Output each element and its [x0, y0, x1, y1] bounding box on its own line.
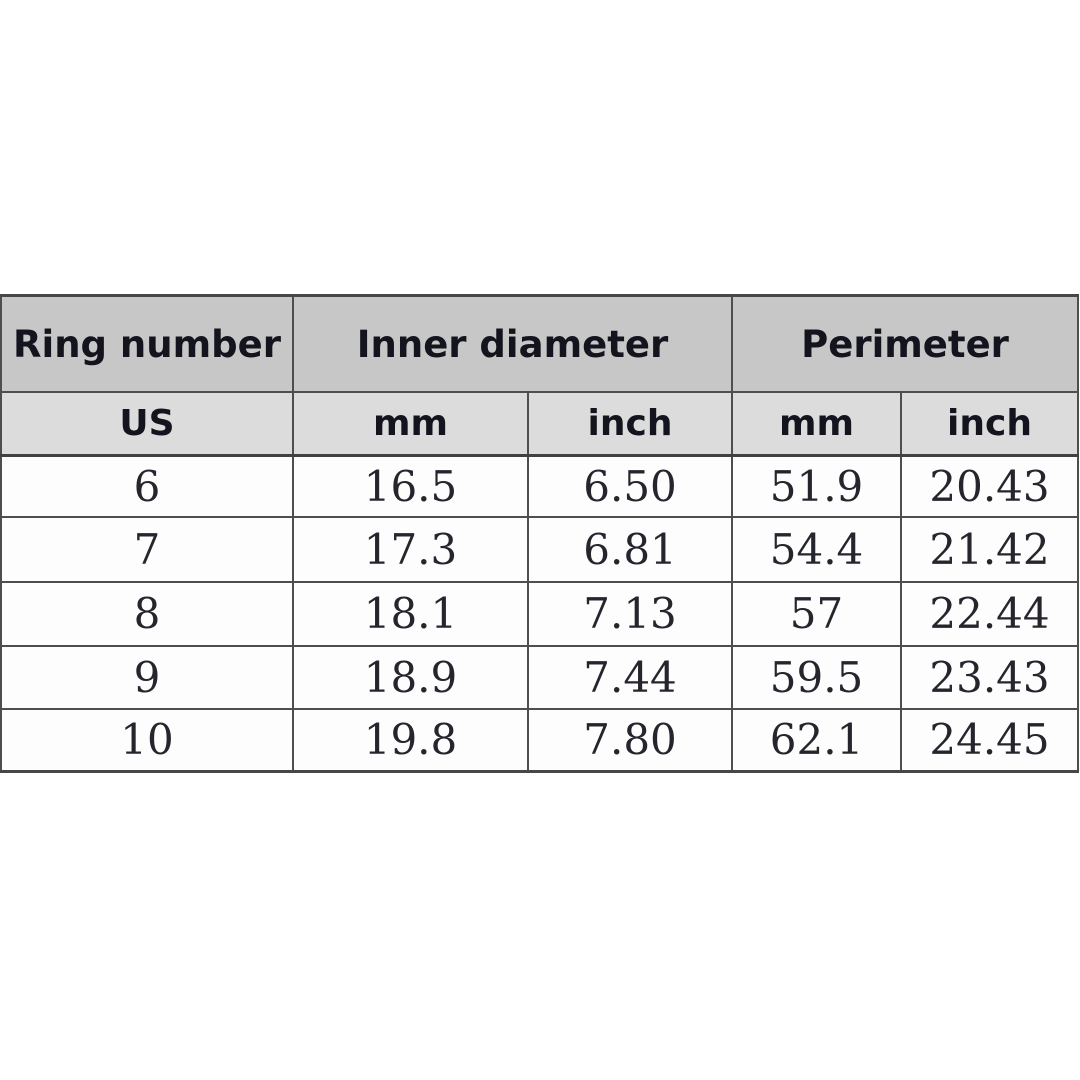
cell-diameter-inch: 7.44 — [526, 645, 734, 710]
cell-diameter-mm: 17.3 — [292, 516, 529, 583]
cell-diameter-mm: 18.1 — [292, 581, 529, 647]
cell-perimeter-inch: 22.44 — [900, 581, 1080, 647]
cell-diameter-inch: 7.80 — [526, 708, 734, 773]
subheader-perimeter-inch: inch — [900, 391, 1080, 457]
cell-diameter-mm: 19.8 — [292, 708, 529, 773]
cell-diameter-mm: 16.5 — [292, 454, 529, 518]
table-row: 10 19.8 7.80 62.1 24.45 — [0, 708, 1080, 773]
cell-us-size: 7 — [0, 516, 294, 583]
cell-perimeter-mm: 51.9 — [731, 454, 903, 518]
cell-perimeter-mm: 59.5 — [731, 645, 903, 710]
header-ring-number: Ring number — [0, 294, 294, 393]
table-row: 8 18.1 7.13 57 22.44 — [0, 581, 1080, 647]
header-perimeter: Perimeter — [731, 294, 1080, 393]
cell-diameter-inch: 6.50 — [526, 454, 734, 518]
cell-us-size: 8 — [0, 581, 294, 647]
header-inner-diameter: Inner diameter — [291, 294, 734, 393]
cell-perimeter-mm: 54.4 — [731, 516, 903, 583]
table-row: 9 18.9 7.44 59.5 23.43 — [0, 645, 1080, 710]
cell-perimeter-inch: 23.43 — [900, 645, 1080, 710]
table-row: 7 17.3 6.81 54.4 21.42 — [0, 516, 1080, 583]
cell-us-size: 6 — [0, 454, 294, 518]
cell-us-size: 10 — [0, 708, 294, 773]
cell-perimeter-mm: 62.1 — [731, 708, 903, 773]
cell-diameter-inch: 6.81 — [526, 516, 734, 583]
subheader-us: US — [0, 391, 294, 457]
subheader-diameter-inch: inch — [526, 391, 734, 457]
table-subheader-row: US mm inch mm inch — [0, 391, 1080, 457]
ring-size-table: Ring number Inner diameter Perimeter US … — [0, 294, 1080, 773]
subheader-perimeter-mm: mm — [731, 391, 903, 457]
cell-perimeter-mm: 57 — [731, 581, 903, 647]
cell-us-size: 9 — [0, 645, 294, 710]
cell-diameter-mm: 18.9 — [292, 645, 529, 710]
table-group-header-row: Ring number Inner diameter Perimeter — [0, 294, 1080, 393]
table-row: 6 16.5 6.50 51.9 20.43 — [0, 454, 1080, 518]
cell-perimeter-inch: 24.45 — [900, 708, 1080, 773]
cell-diameter-inch: 7.13 — [526, 581, 734, 647]
cell-perimeter-inch: 20.43 — [900, 454, 1080, 518]
cell-perimeter-inch: 21.42 — [900, 516, 1080, 583]
subheader-diameter-mm: mm — [292, 391, 529, 457]
